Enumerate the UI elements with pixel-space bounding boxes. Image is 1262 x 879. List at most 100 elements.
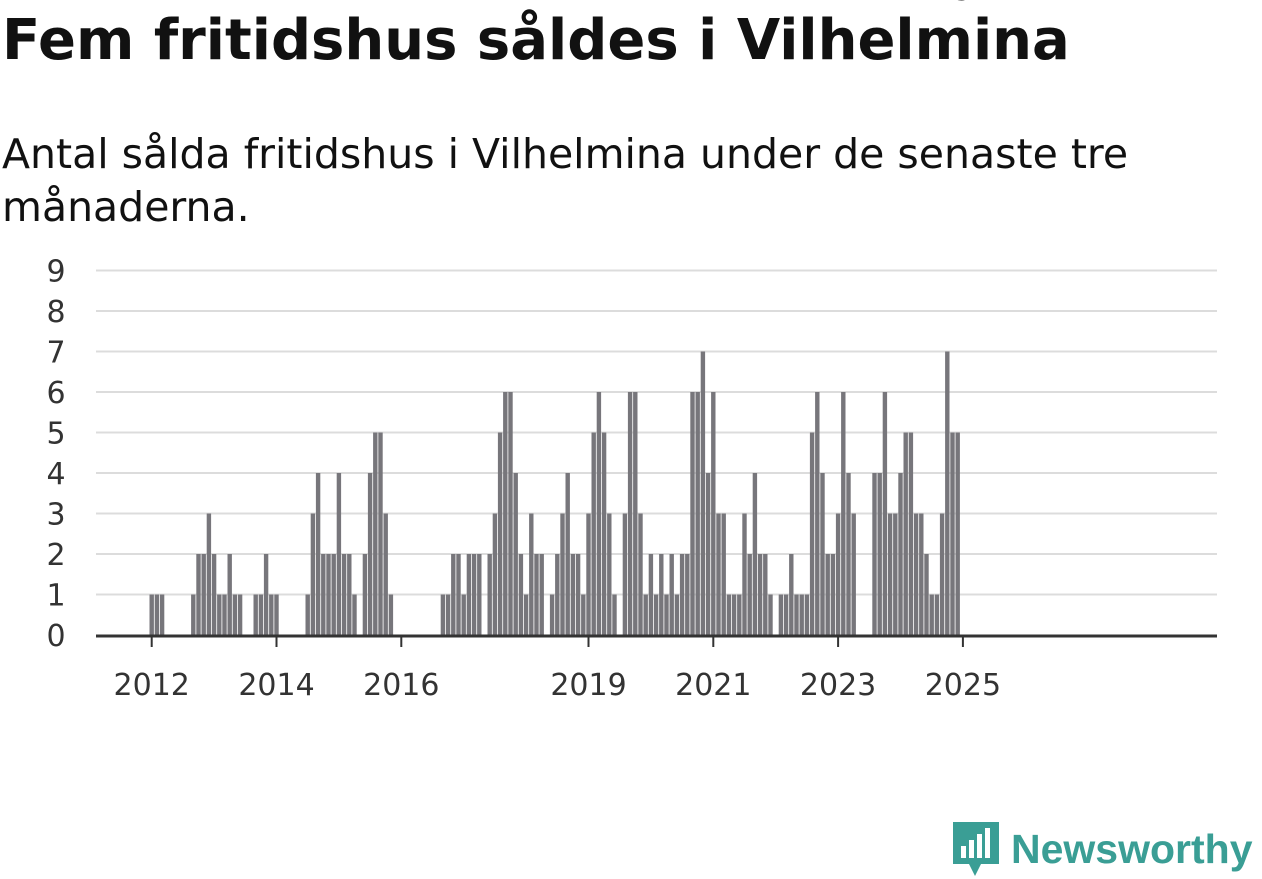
bar [341, 554, 347, 635]
bar [591, 432, 596, 635]
bar [518, 554, 524, 635]
bar [815, 392, 820, 635]
bar [893, 513, 898, 635]
bar [711, 392, 716, 635]
bar [846, 473, 851, 635]
bar [872, 473, 877, 635]
bar [903, 432, 908, 635]
bar [555, 554, 560, 635]
bar [217, 594, 222, 635]
y-tick-label: 4 [46, 457, 65, 492]
bar [503, 392, 508, 635]
bar [232, 594, 238, 635]
bar [529, 513, 534, 635]
bar [627, 392, 633, 635]
bar [830, 554, 836, 635]
bar [471, 554, 477, 635]
bar [191, 594, 196, 635]
bar [700, 351, 706, 635]
bar [601, 432, 607, 635]
bar [497, 432, 503, 635]
bar [492, 513, 498, 635]
bar [648, 554, 654, 635]
x-tick-label: 2023 [800, 668, 876, 703]
bar [643, 594, 648, 635]
bar [362, 554, 368, 635]
y-tick-label: 5 [46, 417, 65, 452]
bar [383, 513, 388, 635]
bar [934, 594, 940, 635]
bar [690, 392, 695, 635]
bar [549, 594, 555, 635]
bar [919, 513, 924, 635]
annotation: 5 [950, 0, 975, 11]
bar [835, 513, 841, 635]
bar [778, 594, 784, 635]
bar [908, 432, 914, 635]
bars [149, 351, 960, 635]
bar [513, 473, 518, 635]
bar [201, 554, 206, 635]
y-tick-label: 7 [46, 336, 65, 371]
bar [737, 594, 742, 635]
bar [445, 594, 451, 635]
bar [539, 554, 544, 635]
bar [367, 473, 373, 635]
bar [622, 513, 628, 635]
bar [373, 432, 378, 635]
y-tick-label: 9 [46, 255, 65, 290]
y-tick-label: 3 [46, 498, 65, 533]
bar [451, 554, 456, 635]
bar [508, 392, 513, 635]
bar [456, 554, 461, 635]
bar [716, 513, 721, 635]
bar [352, 594, 357, 635]
bar [305, 594, 310, 635]
bar [804, 594, 810, 635]
bar [695, 392, 700, 635]
bar [206, 513, 212, 635]
x-tick-label: 2012 [114, 668, 190, 703]
x-tick-label: 2016 [363, 668, 439, 703]
bar [659, 554, 664, 635]
x-tick-label: 2014 [238, 668, 314, 703]
x-tick-label: 2021 [675, 668, 751, 703]
y-axis-labels: 0 1 2 3 4 5 6 7 8 9 [46, 255, 65, 655]
bar [487, 554, 492, 635]
bar [929, 594, 934, 635]
bar [269, 594, 274, 635]
bar [523, 594, 529, 635]
newsworthy-logo-icon [953, 822, 999, 876]
bar [789, 554, 794, 635]
bar [196, 554, 201, 635]
bar [799, 594, 804, 635]
bar [347, 554, 352, 635]
gridlines [96, 269, 1217, 596]
bar [315, 473, 321, 635]
bar [274, 594, 279, 635]
bar [581, 594, 586, 635]
bar [731, 594, 737, 635]
x-axis: 2012 2014 2016 2019 2021 2023 2025 [96, 634, 1217, 703]
highlight-value-label: 5 [953, 0, 972, 8]
x-tick-label: 2019 [550, 668, 626, 703]
bar [945, 351, 950, 635]
bar [461, 594, 466, 635]
bar [388, 594, 394, 635]
bar [794, 594, 799, 635]
bar [742, 513, 747, 635]
brand-name: Newsworthy [1011, 825, 1253, 872]
bar [211, 554, 217, 635]
bar [149, 594, 154, 635]
bar [565, 473, 570, 635]
bar [227, 554, 232, 635]
bar [222, 594, 227, 635]
bar [310, 513, 316, 635]
bar [685, 554, 690, 635]
bar [721, 513, 726, 635]
bar [882, 392, 888, 635]
bar [841, 392, 846, 635]
bar [253, 594, 258, 635]
y-tick-label: 1 [46, 579, 65, 614]
